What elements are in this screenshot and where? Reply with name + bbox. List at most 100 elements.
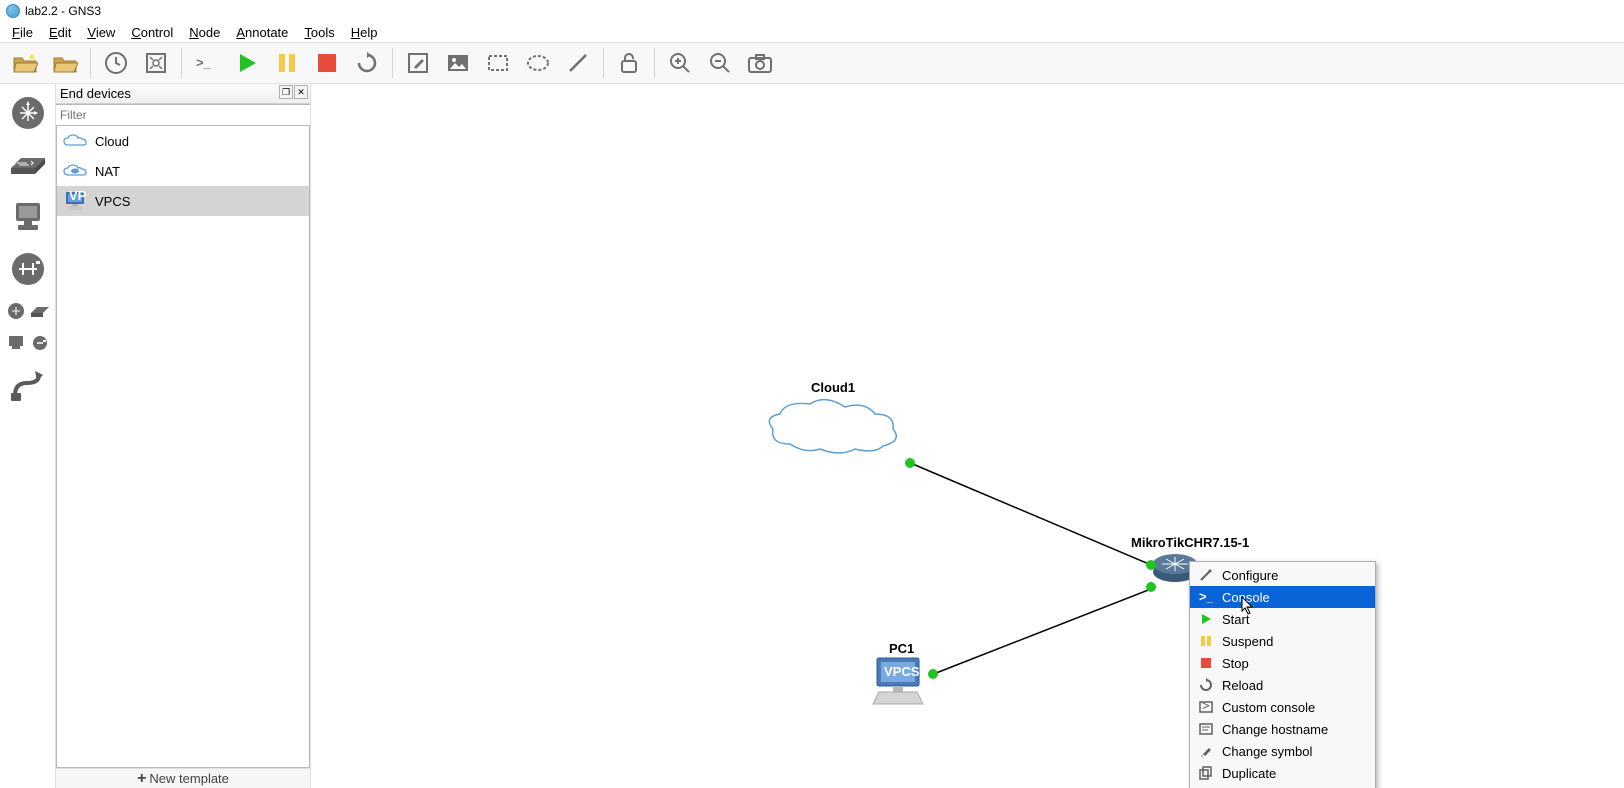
menu-edit[interactable]: Edit: [41, 23, 79, 42]
svg-text:>_: >_: [196, 55, 212, 70]
security-category-button[interactable]: [4, 244, 52, 294]
configure-icon: [1198, 567, 1214, 583]
snapshot-button[interactable]: [97, 45, 135, 81]
ctx-custom[interactable]: >_ Custom console: [1190, 696, 1375, 718]
panel-close-button[interactable]: ✕: [294, 85, 308, 99]
ctx-label: Console: [1222, 590, 1270, 605]
filter-box: [56, 104, 310, 126]
ctx-duplicate[interactable]: Duplicate: [1190, 762, 1375, 784]
panel-title: End devices: [60, 86, 131, 101]
menu-view[interactable]: View: [79, 23, 123, 42]
router-label: MikroTikCHR7.15-1: [1131, 535, 1249, 550]
zoom-in-button[interactable]: [661, 45, 699, 81]
ctx-reload[interactable]: Reload: [1190, 674, 1375, 696]
device-list: Cloud NAT VPCS VPCS: [56, 126, 310, 768]
browse2-icon: [28, 299, 52, 323]
switches-category-button[interactable]: [4, 140, 52, 190]
reload-icon: [1198, 677, 1214, 693]
menu-annotate[interactable]: Annotate: [228, 23, 296, 42]
stop-all-button[interactable]: [308, 45, 346, 81]
pc-label: PC1: [889, 641, 914, 656]
window-title: lab2.2 - GNS3: [25, 4, 101, 18]
top-toolbar: >_: [0, 42, 1624, 84]
menu-help[interactable]: Help: [343, 23, 386, 42]
zoom-out-button[interactable]: [701, 45, 739, 81]
device-item-vpcs[interactable]: VPCS VPCS: [57, 186, 309, 216]
ctx-label: Start: [1222, 612, 1249, 627]
ctx-label: Custom console: [1222, 700, 1315, 715]
cloud-node: [769, 400, 896, 453]
annotate-button[interactable]: [399, 45, 437, 81]
plus-icon: +: [137, 770, 146, 788]
draw-ellipse-button[interactable]: [519, 45, 557, 81]
filter-input[interactable]: [56, 105, 310, 125]
draw-line-button[interactable]: [559, 45, 597, 81]
open-folder-button[interactable]: [46, 45, 84, 81]
lock-button[interactable]: [610, 45, 648, 81]
ctx-info[interactable]: iShow node information: [1190, 784, 1375, 788]
vpcs-icon: VPCS: [61, 190, 89, 212]
console-icon: >_: [1198, 589, 1214, 605]
nat-icon: [61, 160, 89, 182]
custom-icon: >_: [1198, 699, 1214, 715]
manage-snapshots-button[interactable]: [137, 45, 175, 81]
menu-control[interactable]: Control: [123, 23, 181, 42]
ctx-label: Configure: [1222, 568, 1278, 583]
insert-image-button[interactable]: [439, 45, 477, 81]
all-devices-button[interactable]: [4, 296, 52, 326]
ctx-symbol[interactable]: Change symbol: [1190, 740, 1375, 762]
ctx-stop[interactable]: Stop: [1190, 652, 1375, 674]
device-item-cloud[interactable]: Cloud: [57, 126, 309, 156]
device-label: VPCS: [95, 194, 130, 209]
ctx-label: Stop: [1222, 656, 1249, 671]
browse4-icon: [28, 331, 52, 355]
ctx-suspend[interactable]: Suspend: [1190, 630, 1375, 652]
open-project-button[interactable]: [6, 45, 44, 81]
console-all-button[interactable]: >_: [188, 45, 226, 81]
app-logo-icon: [6, 4, 20, 18]
new-template-label: New template: [149, 771, 228, 786]
browse3-icon: [4, 331, 28, 355]
screenshot-button[interactable]: [741, 45, 779, 81]
end-devices-category-button[interactable]: [4, 192, 52, 242]
menu-tools[interactable]: Tools: [296, 23, 342, 42]
start-all-button[interactable]: [228, 45, 266, 81]
ctx-label: Change symbol: [1222, 744, 1312, 759]
device-label: NAT: [95, 164, 120, 179]
node-context-menu: Configure >_ Console Start Suspend Stop Reload…: [1189, 561, 1376, 788]
panel-float-button[interactable]: ❐: [279, 85, 293, 99]
stop-icon: [1198, 655, 1214, 671]
ctx-label: Suspend: [1222, 634, 1273, 649]
add-link-button[interactable]: [4, 360, 52, 416]
svg-text:>_: >_: [1199, 591, 1213, 603]
routers-category-button[interactable]: [4, 88, 52, 138]
cloud-icon: [61, 130, 89, 152]
ctx-console[interactable]: >_ Console: [1190, 586, 1375, 608]
ctx-configure[interactable]: Configure: [1190, 564, 1375, 586]
svg-text:VPCS: VPCS: [69, 190, 87, 203]
all-devices-2-button[interactable]: [4, 328, 52, 358]
title-bar: lab2.2 - GNS3: [0, 0, 1624, 22]
svg-text:VPCS: VPCS: [884, 664, 920, 679]
end-devices-panel: End devices ❐ ✕ Cloud NAT VPCS VPCS + New t…: [56, 84, 311, 788]
new-template-button[interactable]: + New template: [56, 768, 310, 788]
menu-bar: FileEditViewControlNodeAnnotateToolsHelp: [0, 22, 1624, 42]
ctx-hostname[interactable]: Change hostname: [1190, 718, 1375, 740]
browse1-icon: [4, 299, 28, 323]
topology-canvas[interactable]: VPCS Configure >_ Console Start Suspend Stop R…: [311, 84, 1624, 788]
hostname-icon: [1198, 721, 1214, 737]
device-item-nat[interactable]: NAT: [57, 156, 309, 186]
cloud-label: Cloud1: [811, 380, 855, 395]
ctx-start[interactable]: Start: [1190, 608, 1375, 630]
symbol-icon: [1198, 743, 1214, 759]
menu-node[interactable]: Node: [181, 23, 228, 42]
draw-rectangle-button[interactable]: [479, 45, 517, 81]
duplicate-icon: [1198, 765, 1214, 781]
ctx-label: Reload: [1222, 678, 1263, 693]
reload-all-button[interactable]: [348, 45, 386, 81]
svg-text:>_: >_: [1202, 701, 1213, 713]
suspend-all-button[interactable]: [268, 45, 306, 81]
suspend-icon: [1198, 633, 1214, 649]
ctx-label: Duplicate: [1222, 766, 1276, 781]
menu-file[interactable]: File: [4, 23, 41, 42]
